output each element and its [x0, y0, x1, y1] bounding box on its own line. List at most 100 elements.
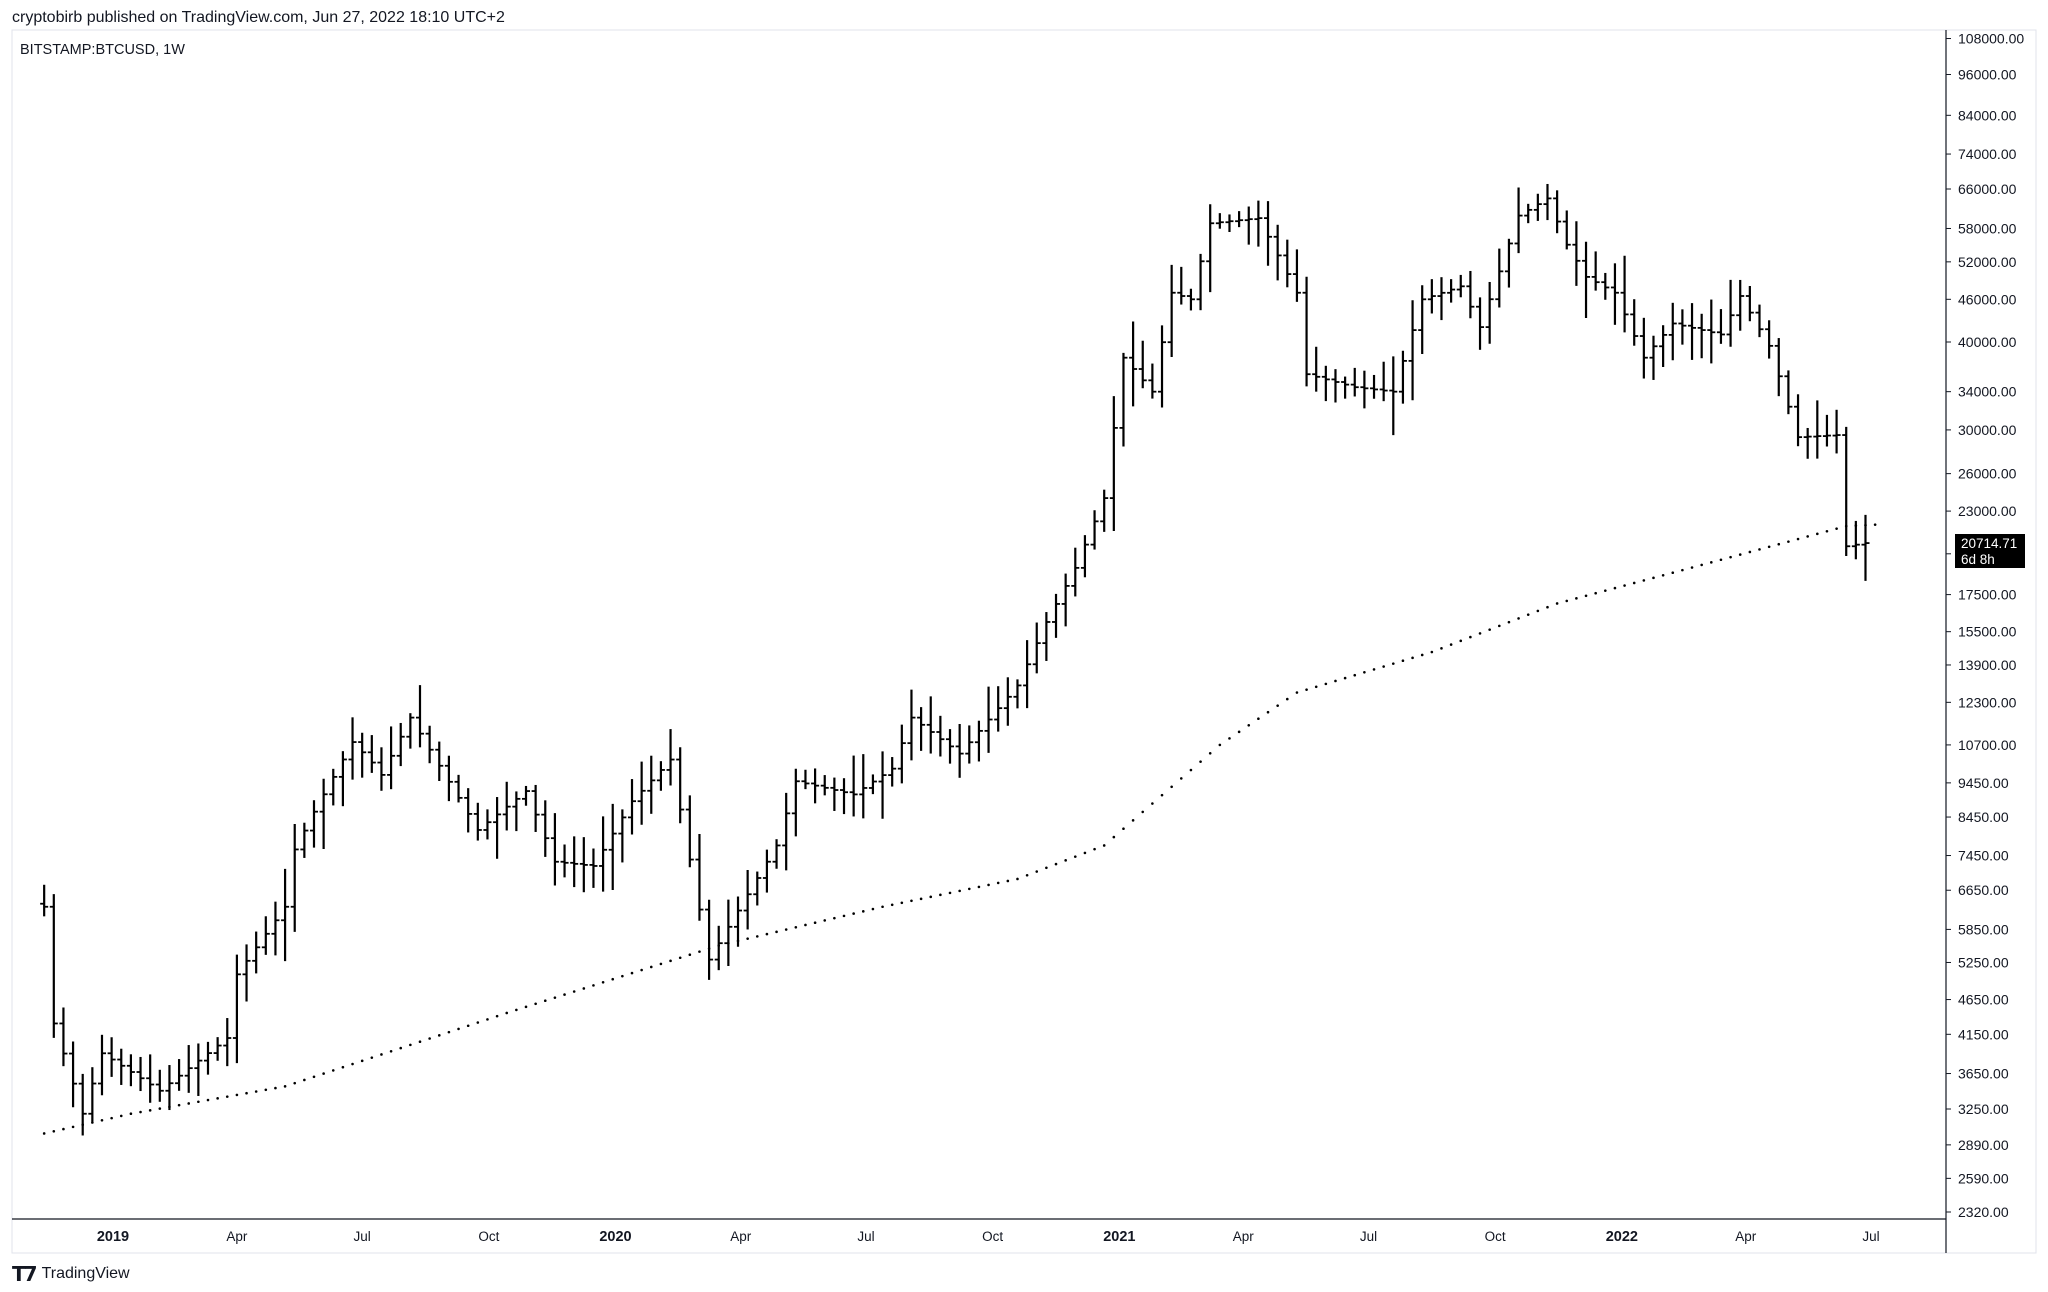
ma-point — [1700, 563, 1703, 567]
price-tick-label: 74000.00 — [1958, 146, 2017, 162]
ma-point — [524, 1005, 528, 1009]
ma-point — [582, 987, 586, 990]
ma-point — [1189, 768, 1193, 772]
ma-point — [929, 895, 933, 899]
ma-point — [910, 899, 913, 903]
ma-point — [1382, 665, 1385, 668]
ma-point — [543, 999, 547, 1003]
ma-point — [1295, 691, 1299, 694]
ma-point — [659, 962, 663, 966]
ma-point — [274, 1086, 277, 1090]
ma-point — [1719, 558, 1723, 562]
ma-point — [1391, 662, 1395, 665]
ma-point — [216, 1097, 219, 1100]
ma-point — [611, 977, 615, 981]
price-tick-label: 40000.00 — [1958, 334, 2017, 350]
ma-point — [1093, 847, 1096, 851]
time-axis[interactable]: 2019 Apr Jul Oct 2020 Apr Jul Oct 2021 Apr Jul Oct 2… — [97, 1229, 1880, 1245]
price-tick-label: 10700.00 — [1958, 737, 2017, 753]
time-tick-label: Jul — [857, 1229, 874, 1244]
ma-point — [1151, 802, 1154, 805]
time-tick-label: Apr — [730, 1229, 752, 1244]
ma-point — [370, 1056, 374, 1059]
ma-point — [91, 1121, 94, 1124]
ma-point — [534, 1002, 537, 1006]
ma-point — [1546, 605, 1549, 609]
ma-point — [1498, 624, 1501, 628]
ma-point — [592, 984, 595, 987]
time-tick-label: Apr — [226, 1229, 248, 1244]
ma-point — [967, 887, 971, 891]
ma-point — [1324, 682, 1328, 686]
ma-point — [842, 914, 846, 918]
ma-point — [1411, 656, 1414, 660]
ma-point — [919, 897, 923, 901]
ma-point — [804, 923, 807, 927]
price-tick-label: 5850.00 — [1958, 921, 2009, 937]
price-axis[interactable]: 108000.00 96000.00 84000.00 74000.00 66000.0… — [1946, 31, 2024, 1220]
price-tick-label: 12300.00 — [1958, 694, 2017, 710]
ma-point — [1604, 589, 1607, 592]
price-tick-label: 6650.00 — [1958, 882, 2009, 898]
ma-point — [1257, 717, 1260, 721]
price-tick-label: 13900.00 — [1958, 657, 2017, 673]
ma-point — [871, 907, 875, 911]
ma-point — [437, 1034, 441, 1037]
ma-point — [765, 932, 769, 936]
time-tick-label: Jul — [1360, 1229, 1377, 1244]
ma-point — [447, 1030, 451, 1034]
ma-point — [1073, 855, 1077, 858]
ma-point — [1565, 599, 1569, 603]
price-tick-label: 15500.00 — [1958, 624, 2017, 640]
ma-point — [466, 1024, 470, 1028]
ma-point — [1632, 581, 1636, 585]
price-tick-label: 4650.00 — [1958, 992, 2009, 1008]
ma-point — [1710, 561, 1713, 564]
tradingview-logo[interactable]: T7 TradingView — [12, 1262, 130, 1286]
ma-point — [939, 893, 942, 897]
price-tick-label: 9450.00 — [1958, 775, 2009, 791]
ma-point — [746, 937, 749, 940]
ma-point — [331, 1069, 335, 1072]
ma-point — [1787, 540, 1790, 543]
ma-point — [1179, 777, 1183, 780]
price-tick-label: 3650.00 — [1958, 1066, 2009, 1082]
ma-point — [1536, 609, 1540, 613]
ma-point — [1767, 545, 1771, 549]
ma-point — [1016, 877, 1019, 881]
ma-point — [621, 974, 624, 978]
ma-point — [1748, 550, 1752, 554]
ma-point — [1305, 688, 1308, 691]
ma-point — [1440, 647, 1443, 650]
time-tick-label: Jul — [354, 1229, 371, 1244]
ma-point — [505, 1011, 509, 1015]
ma-point — [1584, 594, 1588, 598]
ma-point — [1652, 576, 1655, 580]
ma-point — [1083, 851, 1087, 855]
ma-point — [1835, 527, 1838, 530]
ma-point — [1758, 548, 1761, 551]
ma-point — [1208, 751, 1212, 755]
ma-point — [235, 1093, 239, 1097]
ma-point — [303, 1078, 306, 1082]
ma-point — [1025, 873, 1029, 877]
price-tick-label: 4150.00 — [1958, 1026, 2009, 1042]
ma-point — [1054, 862, 1058, 866]
ma-point — [1575, 597, 1578, 600]
ma-point — [1825, 529, 1829, 533]
ma-point — [1449, 643, 1453, 646]
ma-point — [341, 1065, 345, 1069]
ma-point — [1729, 555, 1732, 559]
price-tick-label: 84000.00 — [1958, 107, 2017, 123]
ma-point — [784, 928, 788, 931]
ma-point — [110, 1116, 113, 1120]
ma-point — [1777, 542, 1781, 546]
ma-point — [360, 1059, 364, 1063]
ma-point — [1131, 819, 1135, 822]
price-tick-label: 2320.00 — [1958, 1204, 2009, 1220]
ma-point — [900, 901, 904, 905]
ma-point — [1507, 620, 1511, 624]
ma-point — [399, 1046, 403, 1050]
ma-point — [996, 881, 1000, 885]
